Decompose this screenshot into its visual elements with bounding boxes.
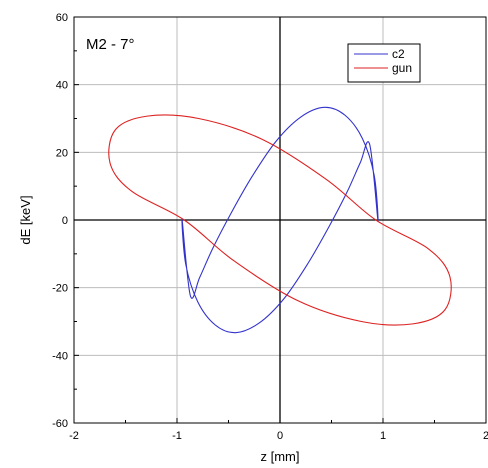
legend: c2 gun — [347, 43, 421, 83]
y-tick-label-20: 20 — [56, 147, 68, 159]
legend-label-gun: gun — [392, 61, 412, 75]
series-curves — [108, 106, 452, 334]
y-tick-label--20: -20 — [52, 283, 68, 295]
y-tick-label--40: -40 — [52, 350, 68, 362]
x-tick-label-2: 2 — [483, 430, 488, 442]
y-tick-label-40: 40 — [56, 80, 68, 92]
y-tick-label--60: -60 — [52, 418, 68, 430]
y-axis-label: dE [keV] — [18, 195, 33, 244]
legend-label-c2: c2 — [392, 47, 405, 61]
x-tick-label-0: 0 — [277, 430, 283, 442]
tick-marks — [73, 16, 487, 424]
y-tick-labels: -60 -40 -20 0 20 40 60 — [52, 12, 68, 430]
series-curve-c2 — [181, 106, 379, 334]
x-tick-label--1: -1 — [172, 430, 182, 442]
y-tick-label-60: 60 — [56, 12, 68, 24]
chart-annotation: M2 - 7° — [86, 36, 135, 53]
legend-box — [347, 43, 421, 83]
x-tick-labels: -2 -1 0 1 2 — [69, 430, 488, 442]
x-axis-label: z [mm] — [261, 449, 300, 464]
x-tick-label--2: -2 — [69, 430, 79, 442]
x-tick-label-1: 1 — [380, 430, 386, 442]
y-tick-label-0: 0 — [62, 215, 68, 227]
series-curve-gun — [108, 114, 452, 326]
zero-axis-lines — [74, 17, 486, 423]
